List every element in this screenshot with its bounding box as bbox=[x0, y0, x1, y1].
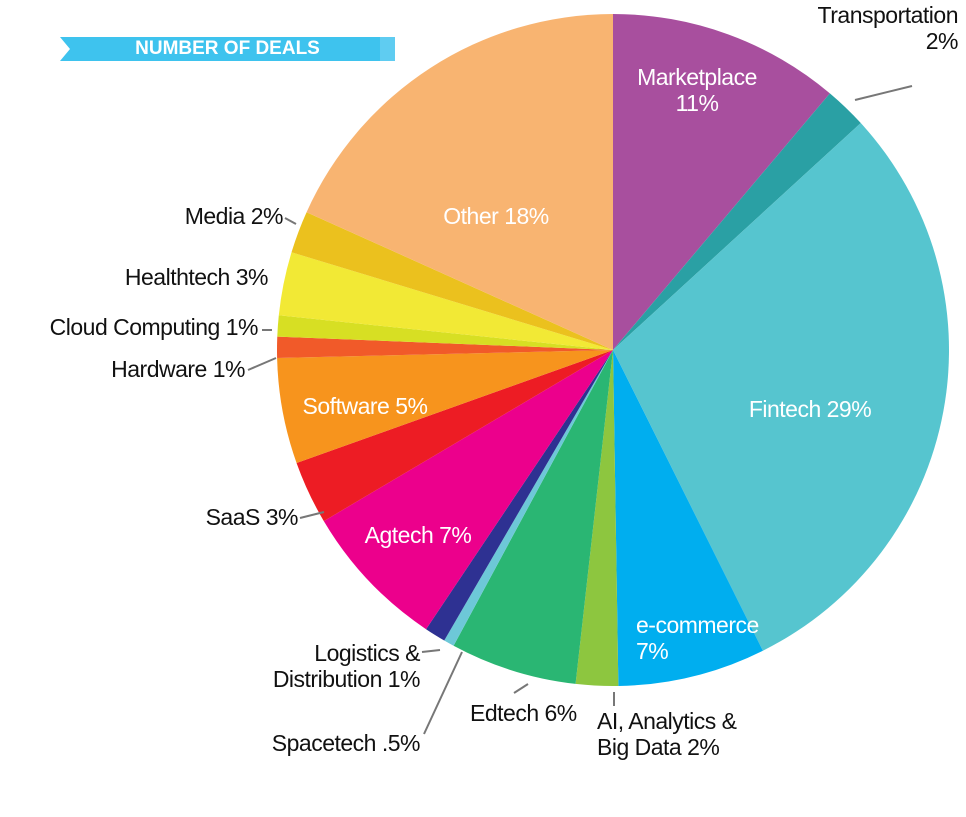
slice-label: Other 18% bbox=[400, 203, 592, 229]
value-label: 6% bbox=[544, 700, 578, 726]
category-name: Fintech bbox=[748, 396, 821, 422]
slice-label: Edtech 6% bbox=[470, 700, 590, 726]
slice-label: Fintech 29% bbox=[700, 396, 920, 422]
category-name: Marketplace bbox=[637, 64, 757, 90]
slice-label: Agtech 7% bbox=[343, 522, 493, 548]
slice-label: Transportation 2% bbox=[780, 2, 959, 55]
pie-slice bbox=[277, 350, 613, 463]
value-label: 7% bbox=[439, 522, 472, 548]
value-label: 11% bbox=[675, 90, 719, 117]
category-name: Media bbox=[184, 203, 246, 229]
slice-label: Cloud Computing 1% bbox=[0, 314, 259, 340]
value-label: 7% bbox=[636, 638, 669, 665]
value-label: 3% bbox=[235, 264, 269, 290]
slice-label: AI, Analytics & Big Data 2% bbox=[597, 708, 757, 761]
slice-label: Spacetech .5% bbox=[220, 730, 421, 756]
value-label: 29% bbox=[826, 396, 872, 422]
leader-line bbox=[284, 217, 297, 225]
slice-label: Marketplace 11% bbox=[622, 64, 772, 117]
pie-slice bbox=[306, 14, 613, 350]
value-label: 5% bbox=[395, 393, 428, 419]
value-label: 2% bbox=[687, 734, 720, 761]
category-name: Transportation bbox=[817, 2, 959, 28]
value-label: 18% bbox=[504, 203, 549, 229]
pie-slice bbox=[613, 14, 830, 350]
pie-slice bbox=[277, 336, 613, 359]
pie-slice bbox=[291, 212, 613, 350]
slice-label: e-commerce 7% bbox=[636, 612, 786, 665]
leader-line bbox=[423, 651, 463, 735]
value-label: 3% bbox=[265, 504, 299, 530]
category-name: Edtech bbox=[470, 700, 539, 726]
chart-title: NUMBER OF DEALS bbox=[135, 38, 320, 59]
category-name: AI, Analytics & Big Data bbox=[597, 708, 737, 761]
leader-line bbox=[299, 511, 325, 519]
pie-slice bbox=[296, 350, 613, 522]
value-label: 2% bbox=[250, 203, 284, 229]
pie-slice bbox=[613, 123, 949, 651]
pie-slice bbox=[613, 93, 861, 350]
value-label: 1% bbox=[212, 356, 246, 382]
category-name: Agtech bbox=[364, 522, 434, 548]
value-label: 2% bbox=[925, 28, 959, 55]
leader-line bbox=[854, 85, 913, 101]
pie-slice bbox=[453, 350, 613, 684]
title-ribbon bbox=[60, 37, 395, 61]
pie-slice bbox=[444, 350, 613, 646]
leader-line bbox=[513, 683, 529, 694]
value-label: 1% bbox=[225, 314, 259, 340]
value-label: .5% bbox=[381, 730, 421, 756]
pie-slice bbox=[613, 350, 763, 686]
category-name: Cloud Computing bbox=[49, 314, 221, 340]
category-name: Spacetech bbox=[271, 730, 377, 756]
slice-label: SaaS 3% bbox=[100, 504, 299, 530]
ribbon-end bbox=[380, 37, 395, 61]
slice-label: Healthtech 3% bbox=[40, 264, 269, 290]
pie-slice bbox=[323, 350, 613, 630]
category-name: Healthtech bbox=[124, 264, 230, 290]
slice-label: Logistics & Distribution 1% bbox=[240, 640, 421, 693]
slice-label: Software 5% bbox=[270, 393, 460, 419]
pie-slice bbox=[575, 350, 619, 686]
category-name: Hardware bbox=[111, 356, 207, 382]
value-label: 1% bbox=[387, 666, 421, 693]
slice-label: Media 2% bbox=[80, 203, 284, 229]
pie-slice bbox=[277, 315, 613, 350]
leader-line bbox=[421, 649, 441, 653]
pie-slice bbox=[426, 350, 613, 641]
leader-line bbox=[247, 357, 277, 371]
pie-slice bbox=[278, 252, 613, 350]
category-name: SaaS bbox=[205, 504, 261, 530]
category-name: Other bbox=[443, 203, 499, 229]
category-name: e-commerce bbox=[636, 612, 759, 638]
slice-label: Hardware 1% bbox=[40, 356, 245, 382]
category-name: Software bbox=[302, 393, 390, 419]
category-name: Logistics & Distribution bbox=[272, 640, 421, 693]
